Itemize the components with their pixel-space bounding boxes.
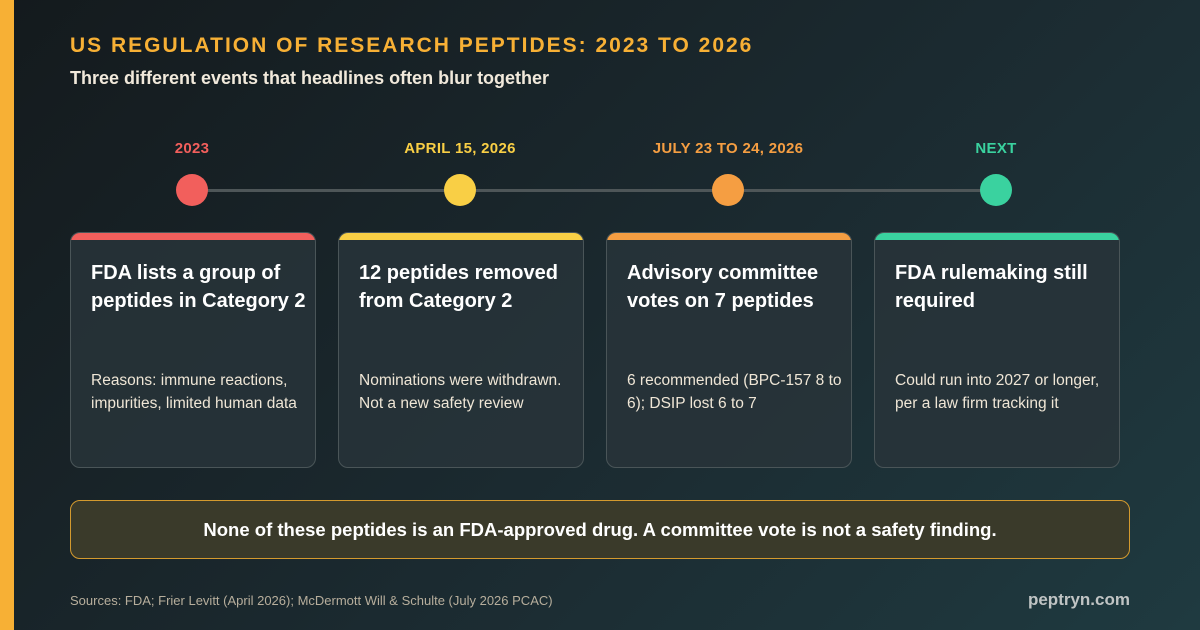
accent-side-bar (0, 0, 14, 630)
timeline-label-2023: 2023 (174, 140, 210, 157)
timeline-dot-2023 (176, 174, 208, 206)
timeline-label-july-2026: JULY 23 TO 24, 2026 (652, 140, 804, 157)
disclaimer-callout: None of these peptides is an FDA-approve… (70, 500, 1130, 559)
card-body: Reasons: immune reactions, impurities, l… (91, 372, 297, 412)
card-title: FDA rulemaking still required (895, 262, 1088, 312)
sources-text: Sources: FDA; Frier Levitt (April 2026);… (70, 593, 553, 608)
card-title: FDA lists a group of peptides in Categor… (91, 262, 306, 312)
card-accent-bar (607, 233, 851, 240)
timeline-label-april-2026: APRIL 15, 2026 (404, 140, 516, 157)
card-accent-bar (875, 233, 1119, 240)
card-accent-bar (71, 233, 315, 240)
event-card-next: FDA rulemaking still required Could run … (874, 232, 1120, 468)
event-card-july-2026: Advisory committee votes on 7 peptides 6… (606, 232, 852, 468)
event-card-april-2026: 12 peptides removed from Category 2 Nomi… (338, 232, 584, 468)
brand-link[interactable]: peptryn.com (1027, 590, 1130, 609)
timeline-label-next: NEXT (975, 140, 1017, 157)
card-body: Nominations were withdrawn. Not a new sa… (359, 372, 562, 412)
card-title: 12 peptides removed from Category 2 (359, 262, 558, 312)
card-body: 6 recommended (BPC-157 8 to 6); DSIP los… (627, 372, 842, 412)
page-title: US REGULATION OF RESEARCH PEPTIDES: 2023… (70, 34, 754, 57)
card-title: Advisory committee votes on 7 peptides (627, 262, 819, 312)
card-body: Could run into 2027 or longer, per a law… (895, 372, 1100, 412)
timeline-line (192, 189, 997, 192)
card-accent-bar (339, 233, 583, 240)
callout-text: None of these peptides is an FDA-approve… (203, 518, 997, 540)
event-card-2023: FDA lists a group of peptides in Categor… (70, 232, 316, 468)
page-subtitle: Three different events that headlines of… (70, 68, 550, 88)
timeline-dot-next (980, 174, 1012, 206)
timeline-dot-july-2026 (712, 174, 744, 206)
timeline-dot-april-2026 (444, 174, 476, 206)
